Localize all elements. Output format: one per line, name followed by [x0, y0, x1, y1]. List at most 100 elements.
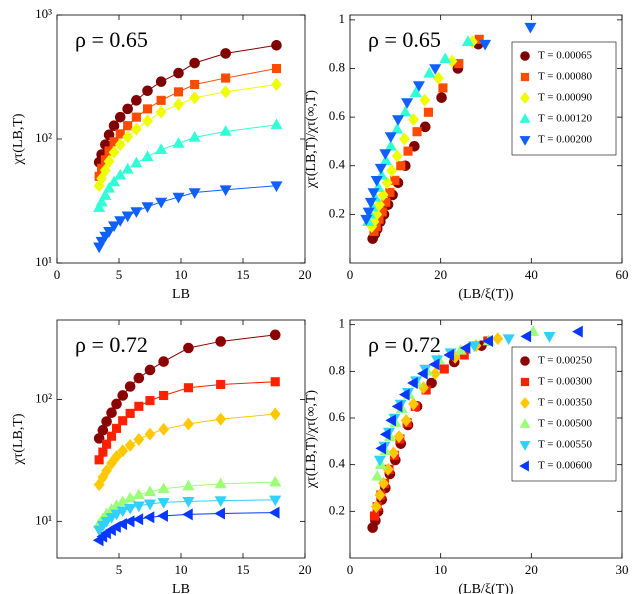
marker	[133, 433, 145, 446]
axes-frame	[349, 14, 623, 264]
marker	[156, 95, 166, 105]
marker	[103, 154, 115, 168]
marker	[221, 73, 231, 83]
legend-label: T = 0.00200	[538, 134, 592, 146]
marker	[408, 397, 419, 411]
marker	[131, 95, 142, 106]
marker	[124, 491, 137, 503]
marker	[215, 412, 227, 426]
marker	[99, 163, 111, 177]
x-tick-label: 60	[616, 267, 629, 282]
x-tick-label: 10	[175, 562, 188, 577]
marker	[130, 156, 143, 168]
marker	[102, 439, 112, 449]
x-tick-label: 20	[525, 562, 538, 577]
legend-marker	[520, 92, 530, 104]
marker	[116, 506, 129, 518]
legend-box	[511, 346, 617, 482]
marker	[144, 427, 156, 441]
legend-marker	[519, 418, 531, 428]
x-tick-label: 15	[237, 562, 250, 577]
marker	[115, 129, 125, 139]
legend-label: T = 0.00090	[538, 92, 592, 104]
marker	[271, 78, 282, 91]
marker	[101, 416, 112, 427]
marker	[172, 192, 185, 204]
y-axis-label: χτ(LB,T)	[11, 113, 26, 165]
legend-marker	[520, 51, 530, 61]
marker	[183, 417, 194, 431]
x-tick-label: 5	[116, 267, 123, 282]
marker	[143, 499, 157, 511]
marker	[367, 188, 380, 199]
marker	[143, 485, 157, 497]
marker	[543, 332, 556, 343]
annotation: ρ = 0.65	[368, 27, 441, 52]
x-tick-label: 40	[525, 267, 538, 282]
legend-label: T = 0.00065	[538, 50, 592, 62]
x-axis-label: (LB/ξ(T))	[458, 287, 514, 302]
marker	[439, 364, 449, 374]
marker	[121, 162, 134, 174]
plot-area	[57, 15, 305, 263]
x-tick-label: 5	[116, 562, 123, 577]
x-tick-label: 20	[434, 267, 447, 282]
marker	[216, 379, 226, 390]
marker	[502, 334, 515, 346]
marker	[438, 83, 448, 93]
marker	[107, 431, 117, 441]
marker	[130, 122, 142, 136]
marker	[118, 416, 128, 426]
legend-label: T = 0.00500	[538, 418, 592, 430]
marker	[130, 207, 143, 218]
marker	[132, 501, 145, 513]
marker	[360, 214, 373, 226]
y-tick-label: 10²	[35, 391, 52, 406]
marker	[520, 330, 532, 343]
marker	[159, 390, 169, 401]
marker	[190, 79, 200, 90]
marker	[96, 172, 108, 185]
x-tick-label: 10	[434, 562, 447, 577]
marker	[384, 132, 397, 143]
marker	[189, 57, 200, 69]
marker	[106, 407, 117, 418]
marker	[108, 145, 120, 159]
marker	[111, 398, 122, 410]
y-tick-label: 0.6	[329, 409, 346, 424]
marker	[219, 125, 232, 136]
marker	[172, 137, 185, 148]
y-tick-label: 0.2	[329, 205, 345, 220]
marker	[125, 408, 135, 418]
y-tick-label: 0.4	[329, 456, 346, 471]
y-axis-label: χτ(LB,T)/χτ(∞,T)	[304, 390, 319, 490]
legend-label: T = 0.00300	[538, 376, 592, 388]
marker	[121, 211, 134, 223]
marker	[461, 35, 474, 47]
marker	[173, 97, 184, 111]
marker	[94, 455, 104, 465]
marker	[98, 447, 108, 457]
marker	[141, 150, 154, 161]
x-tick-label: 15	[237, 267, 250, 282]
marker	[142, 104, 153, 114]
marker	[144, 364, 156, 376]
legend-marker	[520, 356, 530, 366]
marker	[93, 201, 106, 212]
legend-marker	[520, 397, 530, 409]
marker	[524, 22, 537, 34]
marker	[220, 85, 232, 99]
marker	[409, 86, 422, 98]
y-tick-label: 0.6	[329, 108, 346, 123]
marker	[220, 48, 231, 59]
marker	[103, 181, 116, 193]
marker	[103, 227, 116, 238]
marker	[393, 430, 405, 444]
y-tick-label: 10¹	[35, 512, 52, 527]
marker	[269, 329, 281, 341]
legend-label: T = 0.00250	[538, 355, 592, 367]
marker	[270, 181, 283, 193]
marker	[173, 87, 184, 97]
x-tick-label: 30	[616, 562, 629, 577]
